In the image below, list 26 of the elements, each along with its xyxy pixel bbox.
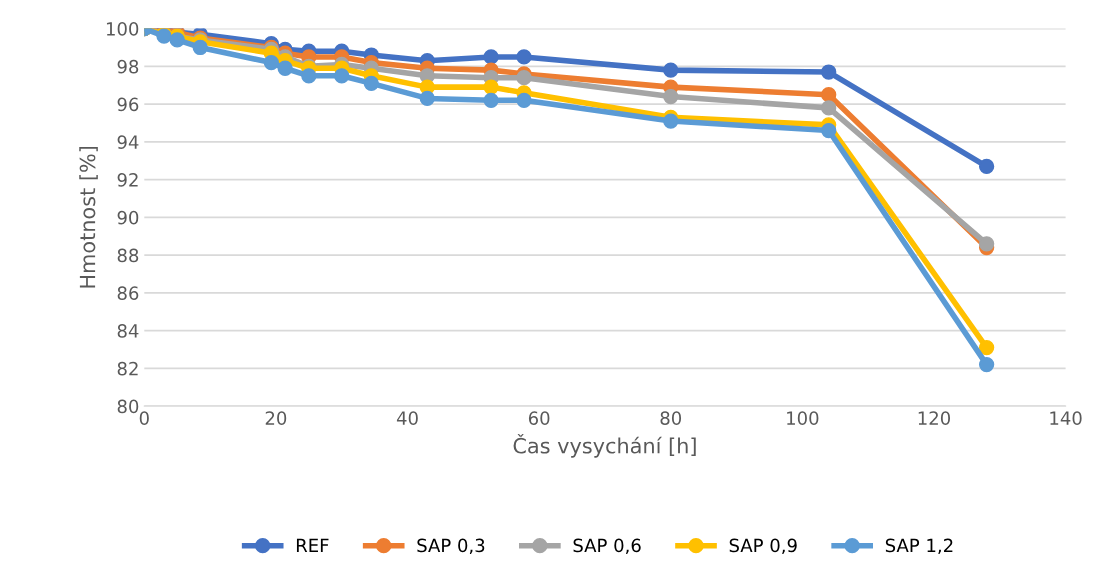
y-tick-label: 100 bbox=[106, 22, 139, 36]
x-tick-label: 120 bbox=[918, 411, 951, 425]
legend-label: SAP 0,3 bbox=[417, 538, 485, 555]
y-tick-label: 98 bbox=[117, 59, 139, 74]
y-tick-label: 88 bbox=[117, 248, 139, 263]
legend-label: REF bbox=[296, 538, 329, 552]
y-tick-label: 96 bbox=[117, 97, 139, 112]
x-tick-label: 0 bbox=[139, 411, 149, 425]
legend-label: SAP 0,9 bbox=[729, 538, 797, 555]
x-tick-label: 60 bbox=[528, 411, 550, 425]
legend-label: SAP 0,6 bbox=[573, 538, 641, 555]
y-tick-label: 90 bbox=[117, 210, 139, 225]
y-tick-label: 84 bbox=[117, 324, 139, 338]
x-tick-label: 20 bbox=[265, 411, 287, 425]
y-tick-label: 94 bbox=[117, 135, 139, 149]
x-axis-title: Čas vysychání [h] bbox=[513, 434, 696, 458]
x-tick-label: 100 bbox=[787, 411, 819, 425]
x-tick-label: 40 bbox=[396, 411, 418, 425]
x-tick-label: 80 bbox=[660, 411, 682, 425]
y-axis-title: Hmotnost [%] bbox=[79, 146, 98, 288]
y-tick-label: 80 bbox=[117, 399, 139, 414]
legend-label: SAP 1,2 bbox=[885, 538, 953, 555]
x-tick-label: 140 bbox=[1050, 411, 1082, 425]
y-tick-label: 86 bbox=[117, 286, 139, 300]
y-tick-label: 92 bbox=[117, 173, 138, 187]
y-tick-label: 82 bbox=[117, 361, 138, 376]
